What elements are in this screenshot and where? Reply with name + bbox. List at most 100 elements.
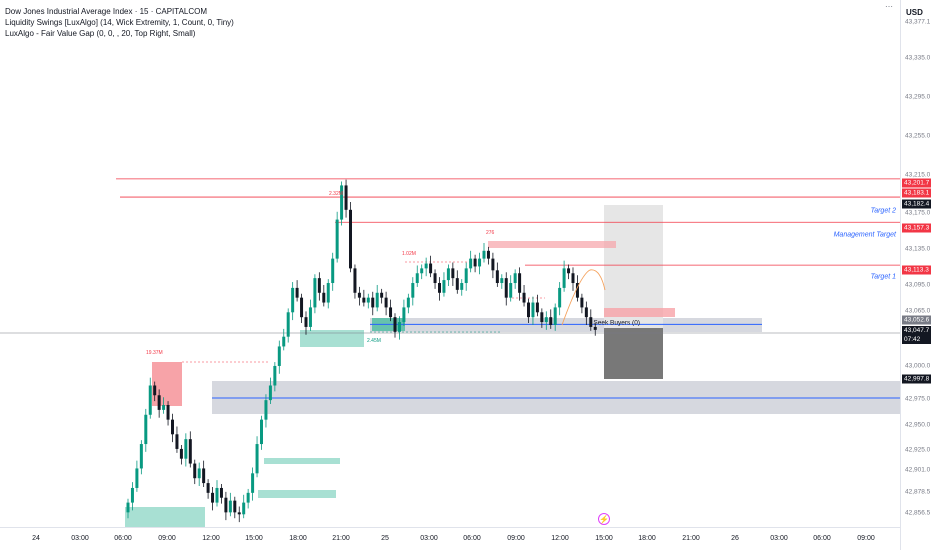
candle-body xyxy=(522,292,526,303)
candle-body xyxy=(255,444,259,474)
candle-body xyxy=(406,297,410,308)
time-tick-label: 18:00 xyxy=(638,535,656,542)
swing-label-low: 2.45M xyxy=(367,338,381,344)
candle-body xyxy=(308,307,312,327)
candle-body xyxy=(438,283,441,293)
candles-layer xyxy=(126,179,597,523)
price-tag-value: 43,157.3 xyxy=(904,224,930,232)
candle-body xyxy=(451,268,455,279)
candle-body xyxy=(251,473,255,493)
price-tag-value: 43,182.4 xyxy=(904,200,930,208)
candle-body xyxy=(130,487,134,503)
time-tick-label: 21:00 xyxy=(332,535,350,542)
candle-body xyxy=(300,297,304,318)
candle-body xyxy=(446,268,450,281)
indicator-liquidity-swings[interactable]: Liquidity Swings [LuxAlgo] (14, Wick Ext… xyxy=(5,18,234,27)
candle-body xyxy=(202,468,206,484)
candle-body xyxy=(171,419,174,435)
candle-body xyxy=(562,268,566,288)
price-tick-label: 43,175.0 xyxy=(905,209,931,217)
price-tag: 43,201.7 xyxy=(902,178,931,188)
candle-body xyxy=(433,273,437,284)
candle-body xyxy=(144,414,148,445)
candle-body xyxy=(531,302,535,318)
candle-body xyxy=(260,419,263,445)
candle-body xyxy=(268,385,272,401)
overlay-layer xyxy=(561,269,606,326)
time-tick-label: 09:00 xyxy=(857,535,875,542)
price-tick-label: 42,856.5 xyxy=(905,509,931,517)
price-chart[interactable] xyxy=(0,0,900,527)
candle-body xyxy=(349,209,352,269)
candle-body xyxy=(340,185,344,220)
candle-body xyxy=(322,292,326,303)
price-axis[interactable]: 43,377.1 43,335.0 43,295.0 43,255.0 43,215.0… xyxy=(900,0,932,550)
candle-body xyxy=(242,502,246,515)
candle-body xyxy=(420,268,424,274)
swing-label-left: 19.37M xyxy=(146,350,163,356)
candle-body xyxy=(179,448,183,459)
fvg-bear-box-right xyxy=(604,308,675,317)
candle-body xyxy=(304,317,308,327)
curve-overlay xyxy=(561,269,606,326)
price-tick-label: 43,335.0 xyxy=(905,54,931,62)
time-tick-label: 21:00 xyxy=(682,535,700,542)
candle-body xyxy=(224,497,228,513)
price-tick-label: 42,878.5 xyxy=(905,488,931,496)
indicator-fair-value-gap[interactable]: LuxAlgo - Fair Value Gap (0, 0, , 20, To… xyxy=(5,29,196,38)
fvg-bull-box-4 xyxy=(300,330,364,347)
candle-body xyxy=(326,283,330,303)
price-tag: 43,183.1 xyxy=(902,188,931,198)
time-tick-label: 06:00 xyxy=(463,535,481,542)
candle-body xyxy=(397,322,401,332)
candle-body xyxy=(553,307,557,325)
time-tick-label: 25 xyxy=(381,535,389,542)
candle-body xyxy=(380,292,384,298)
price-tick-label: 43,095.0 xyxy=(905,281,931,289)
candle-body xyxy=(500,278,504,284)
price-tick-label: 42,950.0 xyxy=(905,421,931,429)
candle-body xyxy=(567,268,571,274)
fvg-bear-box-mid xyxy=(488,241,616,248)
price-tag: 43,182.4 xyxy=(902,199,931,209)
levels-layer xyxy=(0,178,900,399)
currency-label[interactable]: USD xyxy=(906,8,923,17)
candle-body xyxy=(228,500,232,513)
candle-body xyxy=(282,336,286,347)
symbol-title[interactable]: Dow Jones Industrial Average Index · 15 … xyxy=(5,7,208,16)
candle-body xyxy=(509,283,513,298)
time-tick-label: 03:00 xyxy=(420,535,438,542)
swing-label-high: 2.32M xyxy=(329,191,343,197)
target1-label: Target 1 xyxy=(870,273,896,281)
liquidity-zone-upper xyxy=(370,318,762,332)
time-tick-label: 15:00 xyxy=(245,535,263,542)
time-axis[interactable]: 24 03:00 06:00 09:00 12:00 15:00 18:00 21:00 25 0… xyxy=(0,527,900,551)
candle-body xyxy=(589,317,593,327)
lightning-icon[interactable]: ⚡ xyxy=(598,513,610,525)
candle-body xyxy=(504,278,508,298)
candle-body xyxy=(357,292,361,298)
candle-body xyxy=(366,297,370,303)
projection-box-lower xyxy=(604,328,663,379)
candle-body xyxy=(193,463,197,479)
candle-body xyxy=(415,273,419,284)
time-tick-label: 12:00 xyxy=(551,535,569,542)
candle-body xyxy=(353,268,357,293)
candle-body xyxy=(575,283,579,298)
price-tick-label: 43,065.0 xyxy=(905,307,931,315)
time-tick-label: 06:00 xyxy=(813,535,831,542)
time-tick-label: 26 xyxy=(731,535,739,542)
candle-body xyxy=(219,487,223,498)
candle-body xyxy=(335,219,339,259)
price-tag-value: 43,047.7 xyxy=(904,327,930,334)
chart-area[interactable]: Dow Jones Industrial Average Index · 15 … xyxy=(0,0,900,527)
candle-body xyxy=(571,273,575,284)
ellipsis-icon[interactable]: ⋯ xyxy=(885,2,893,11)
price-tag: 43,157.3 xyxy=(902,223,931,233)
price-tag-value: 43,052.6 xyxy=(904,316,930,324)
price-tick-label: 43,377.1 xyxy=(905,18,931,26)
candle-body xyxy=(424,263,428,269)
price-tick-label: 42,925.0 xyxy=(905,446,931,454)
candle-body xyxy=(513,273,517,284)
price-tick-label: 43,135.0 xyxy=(905,245,931,253)
